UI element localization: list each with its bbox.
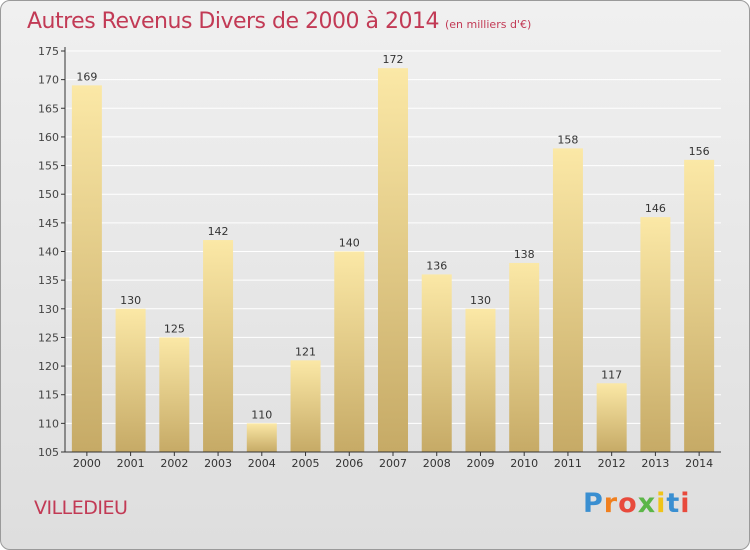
logo-letter: i [656,488,667,519]
x-tick-label: 2014 [685,457,713,470]
data-label: 130 [470,294,491,307]
data-label: 130 [120,294,141,307]
data-label: 169 [76,70,97,83]
data-label: 121 [295,345,316,358]
data-label: 142 [208,225,229,238]
bar-2005 [290,360,321,452]
y-tick-label: 160 [38,131,59,144]
data-label: 172 [383,53,404,66]
proxiti-logo[interactable]: Proxiti [583,488,691,519]
y-tick-label: 155 [38,160,59,173]
y-tick-label: 130 [38,303,59,316]
data-label: 140 [339,237,360,250]
data-label: 125 [164,322,185,335]
y-tick-label: 145 [38,217,59,230]
bar-2008 [421,274,452,452]
logo-letter: t [666,488,681,519]
bars [71,68,715,453]
data-label: 138 [514,248,535,261]
data-label: 136 [426,259,447,272]
x-tick-label: 2012 [598,457,626,470]
y-tick-label: 125 [38,331,59,344]
bar-2014 [684,159,715,453]
x-tick-label: 2004 [248,457,276,470]
data-label: 117 [601,368,622,381]
y-tick-label: 150 [38,188,59,201]
x-tick-label: 2013 [641,457,669,470]
x-tick-label: 2001 [117,457,145,470]
logo-letter: P [583,488,604,519]
bar-2012 [596,383,627,452]
y-tick-label: 165 [38,102,59,115]
x-tick-label: 2006 [335,457,363,470]
x-tick-label: 2009 [466,457,494,470]
y-tick-label: 170 [38,74,59,87]
x-tick-label: 2000 [73,457,101,470]
bar-2002 [159,337,190,452]
x-tick-label: 2010 [510,457,538,470]
bar-2013 [640,217,671,452]
bar-2006 [334,251,365,452]
labels: 105 110 115 120 125 130 135 140 145 150 155 160 165 1… [38,45,713,470]
x-tick-label: 2002 [160,457,188,470]
y-tick-label: 175 [38,45,59,58]
logo-letter: x [637,488,657,519]
data-label: 156 [689,145,710,158]
bar-2000 [71,85,102,452]
logo-letter: r [603,488,619,519]
bar-2011 [552,148,583,452]
chart-title-text: Autres Revenus Divers de 2000 à 2014 [27,9,439,34]
y-tick-label: 140 [38,246,59,259]
y-tick-label: 120 [38,360,59,373]
chart-subtitle: (en milliers d'€) [444,18,532,31]
logo-letter: i [680,488,691,519]
bar-2010 [509,262,540,452]
axes [61,47,721,456]
y-tick-label: 115 [38,389,59,402]
logo-letter: o [618,488,638,519]
y-tick-label: 105 [38,446,59,459]
x-tick-label: 2007 [379,457,407,470]
y-tick-label: 110 [38,417,59,430]
data-label: 110 [251,408,272,421]
x-tick-label: 2005 [292,457,320,470]
bar-2001 [115,308,146,452]
bar-2007 [378,68,408,452]
bar-2009 [465,308,496,452]
x-tick-label: 2011 [554,457,582,470]
bar-2003 [203,240,234,452]
x-tick-label: 2008 [423,457,451,470]
y-tick-label: 135 [38,274,59,287]
data-label: 146 [645,202,666,215]
data-label: 158 [557,133,578,146]
bar-2004 [246,423,277,452]
x-tick-label: 2003 [204,457,232,470]
chart-title: Autres Revenus Divers de 2000 à 2014 (en … [27,9,531,34]
place-name: VILLEDIEU [34,497,128,519]
